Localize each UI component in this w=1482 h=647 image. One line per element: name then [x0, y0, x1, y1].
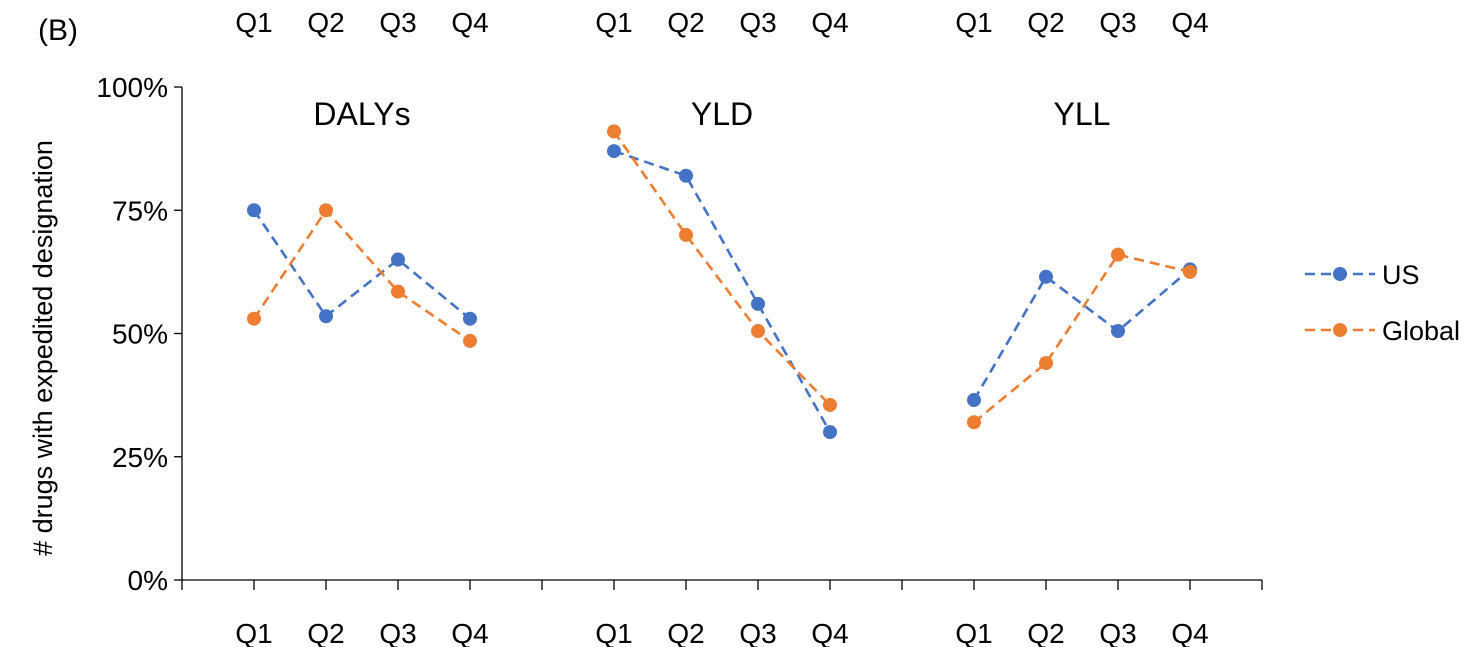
data-point-us — [247, 203, 261, 218]
x-tick-label: Q3 — [1099, 618, 1136, 647]
x-tick-label: Q3 — [379, 618, 416, 647]
series-line-us — [613, 149, 832, 433]
x-axis: Q1 Q2 Q3 Q4 Q1 Q2 Q3 Q4 Q1 Q2 Q3 Q4 — [181, 579, 1263, 647]
data-point-us — [463, 311, 477, 326]
top-tick-label: Q1 — [235, 7, 272, 38]
series-line-us — [972, 268, 1191, 401]
x-tick-label: Q2 — [1027, 618, 1064, 647]
x-tick-label: Q4 — [811, 618, 848, 647]
top-tick-label: Q2 — [307, 7, 344, 38]
data-point-global — [607, 124, 621, 139]
data-point-us — [967, 393, 981, 408]
top-tick-label: Q4 — [451, 7, 488, 38]
top-tick-label: Q3 — [1099, 7, 1136, 38]
data-point-global — [823, 397, 837, 412]
series-layer — [247, 124, 1197, 440]
data-point-us — [1111, 324, 1125, 339]
x-tick-label: Q4 — [1171, 618, 1208, 647]
data-point-global — [391, 284, 405, 299]
x-tick-label: Q2 — [307, 618, 344, 647]
legend-label-us: US — [1382, 260, 1420, 290]
y-tick-label: 100% — [96, 72, 168, 103]
x-tick-label: Q3 — [739, 618, 776, 647]
y-axis-label: # drugs with expedited designation — [28, 140, 58, 556]
data-point-us — [391, 252, 405, 267]
data-point-global — [1039, 356, 1053, 371]
y-tick-label: 50% — [112, 319, 168, 350]
panel-title: YLD — [691, 96, 753, 132]
y-tick-label: 25% — [112, 442, 168, 473]
series-line-global — [252, 208, 471, 342]
top-tick-label: Q2 — [667, 7, 704, 38]
y-axis: 0% 25% 50% 75% 100% — [96, 72, 183, 596]
data-point-global — [1183, 264, 1197, 279]
top-category-labels: Q1 Q2 Q3 Q4 Q1 Q2 Q3 Q4 Q1 Q2 Q3 Q4 — [235, 7, 1208, 38]
legend-marker-global — [1333, 323, 1347, 337]
legend-marker-us — [1333, 267, 1347, 281]
top-tick-label: Q4 — [811, 7, 848, 38]
legend-label-global: Global — [1382, 316, 1460, 346]
data-point-us — [1039, 269, 1053, 284]
panel-title: YLL — [1054, 96, 1111, 132]
panel-titles: DALYs YLD YLL — [313, 96, 1110, 132]
data-point-us — [607, 144, 621, 159]
panel-tag: (B) — [38, 14, 78, 47]
top-tick-label: Q3 — [379, 7, 416, 38]
y-tick-label: 0% — [128, 565, 168, 596]
top-tick-label: Q1 — [595, 7, 632, 38]
data-point-global — [319, 203, 333, 218]
x-tick-label: Q1 — [235, 618, 272, 647]
data-point-global — [463, 333, 477, 348]
top-tick-label: Q2 — [1027, 7, 1064, 38]
x-tick-label: Q4 — [451, 618, 488, 647]
x-tick-label: Q1 — [955, 618, 992, 647]
legend: US Global — [1305, 260, 1460, 346]
data-point-global — [679, 227, 693, 242]
data-point-us — [679, 168, 693, 183]
top-tick-label: Q4 — [1171, 7, 1208, 38]
top-tick-label: Q1 — [955, 7, 992, 38]
data-point-us — [823, 425, 837, 440]
y-tick-label: 75% — [112, 195, 168, 226]
top-tick-label: Q3 — [739, 7, 776, 38]
series-line-global — [973, 253, 1191, 424]
series-line-global — [612, 130, 831, 406]
x-tick-label: Q1 — [595, 618, 632, 647]
data-point-global — [751, 324, 765, 339]
data-point-global — [967, 415, 981, 430]
panel-title: DALYs — [313, 96, 410, 132]
data-point-global — [247, 311, 261, 326]
x-tick-label: Q2 — [667, 618, 704, 647]
data-point-us — [319, 309, 333, 324]
series-line-us — [252, 209, 471, 320]
data-point-global — [1111, 247, 1125, 262]
data-point-us — [751, 296, 765, 311]
